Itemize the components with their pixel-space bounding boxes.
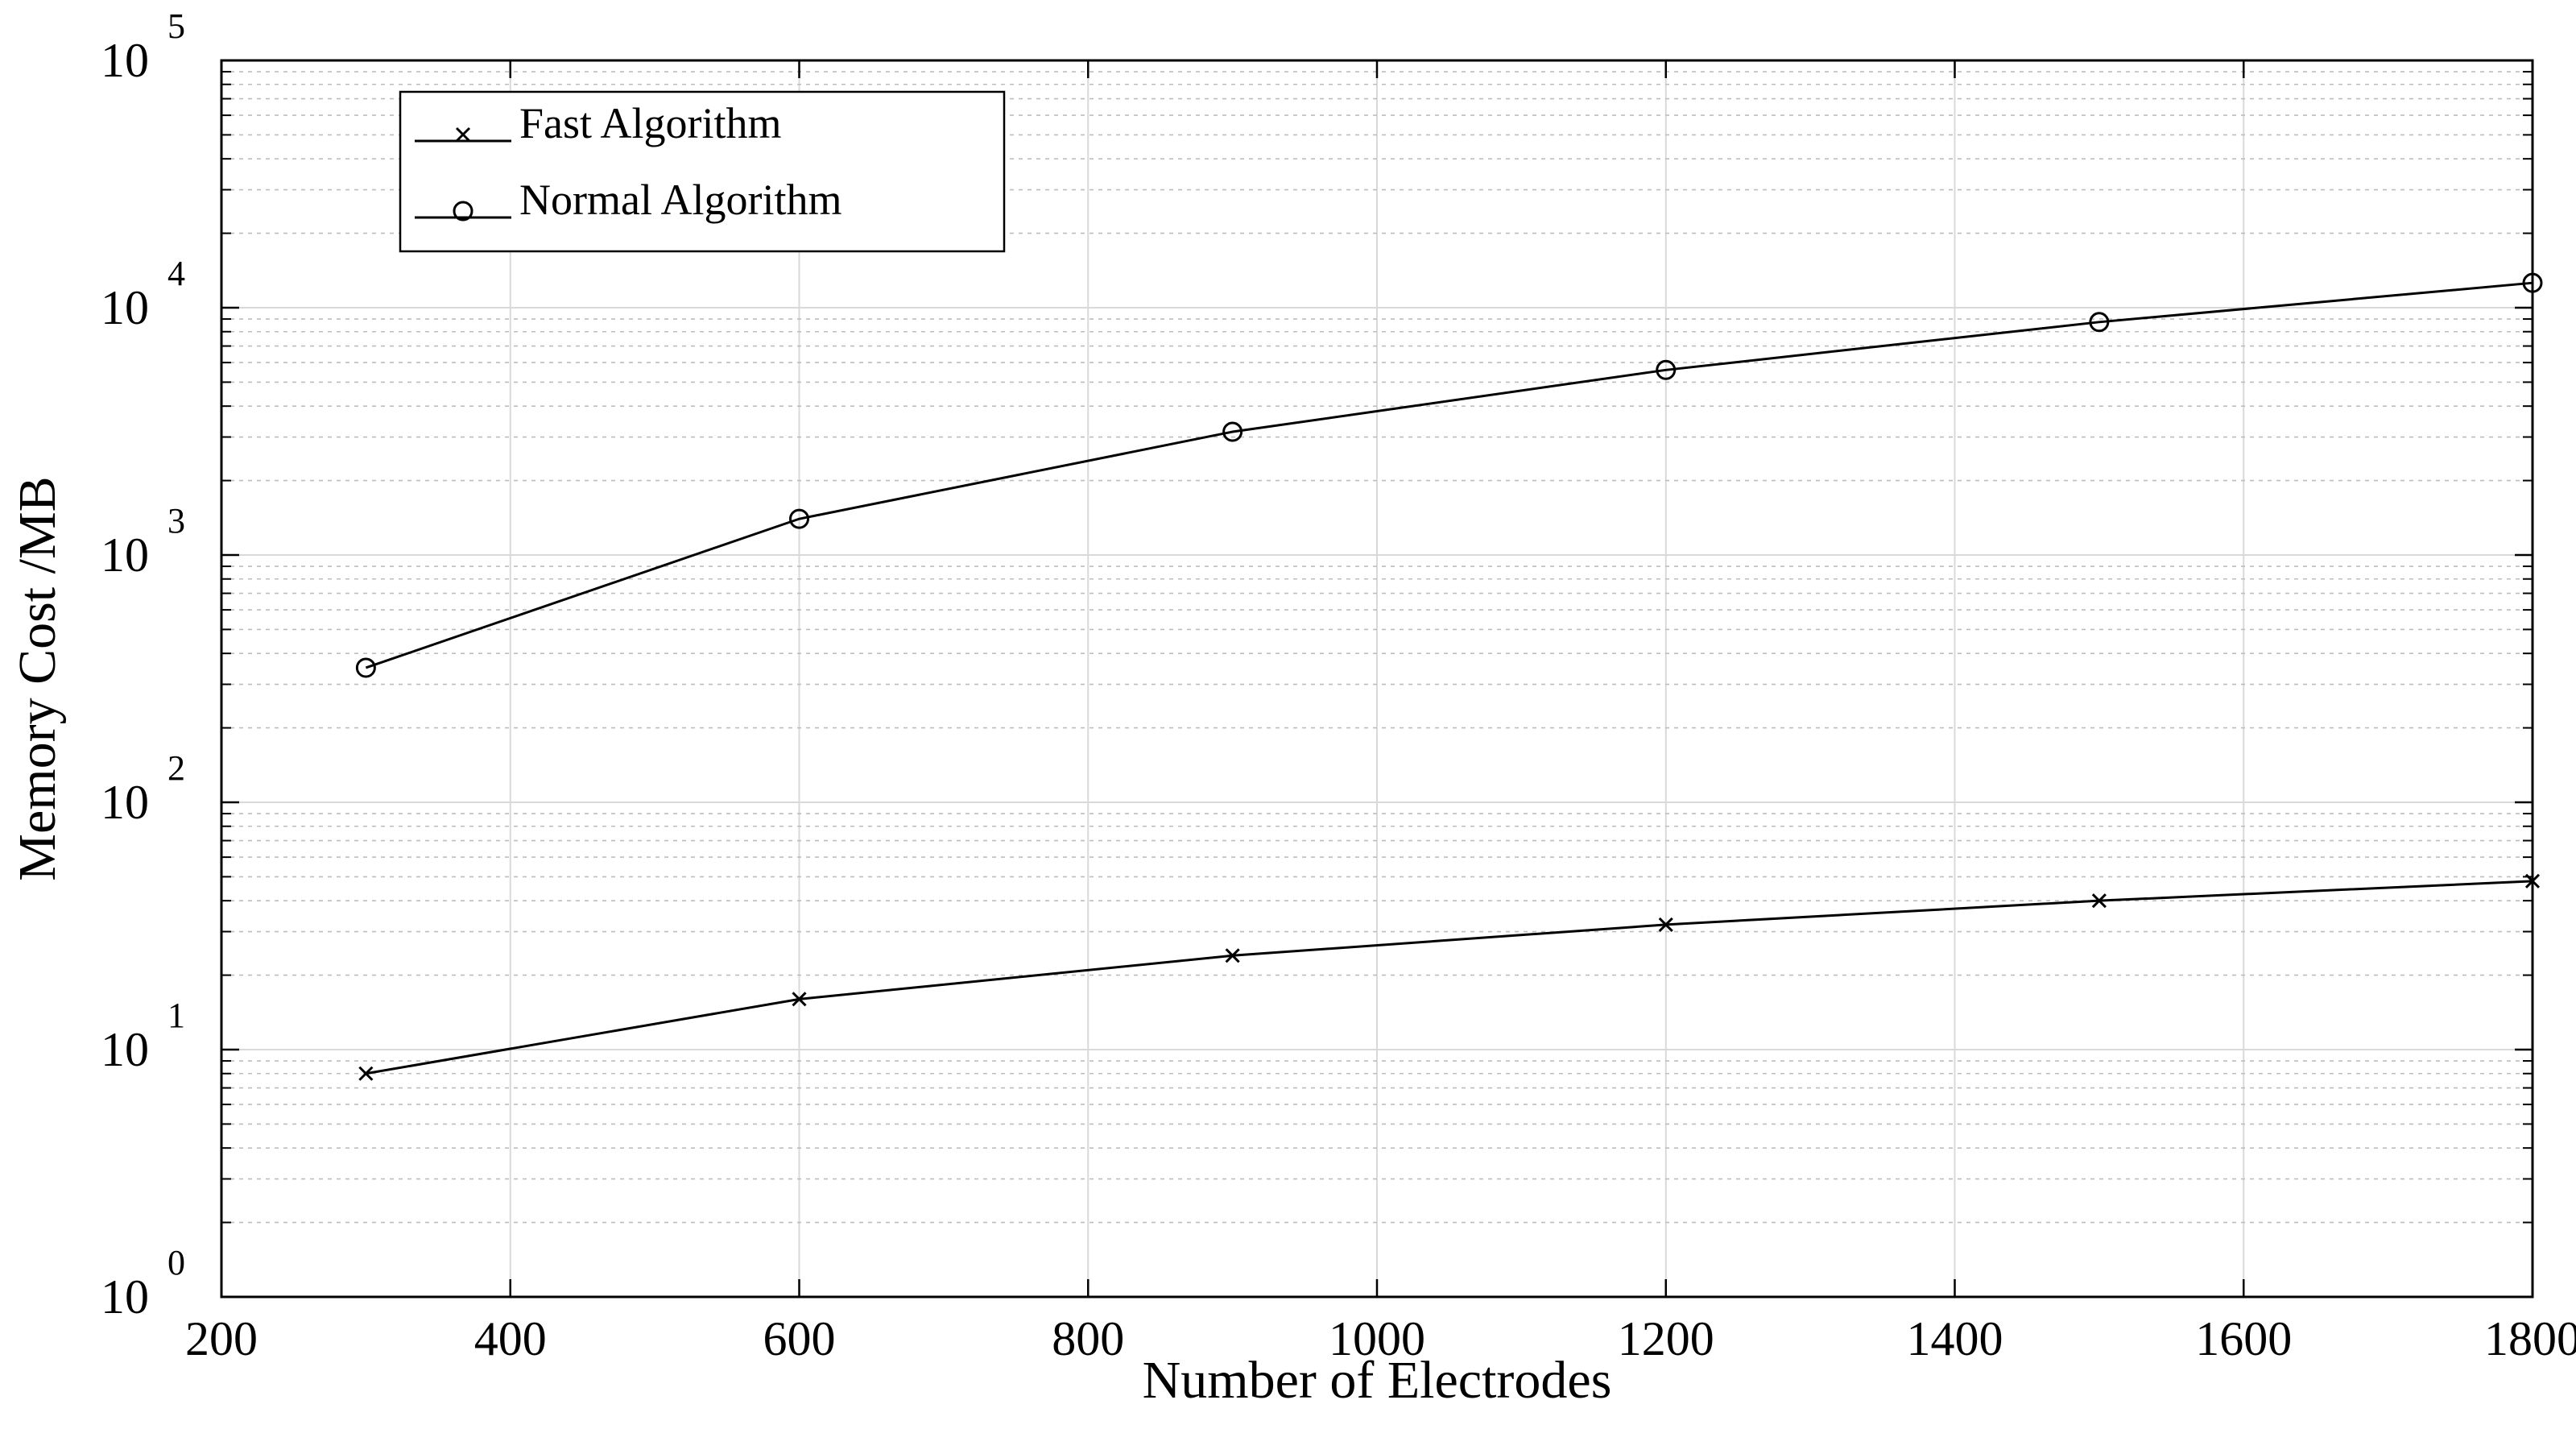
series-1-point bbox=[789, 508, 809, 529]
x-axis-title: Number of Electrodes bbox=[1143, 1351, 1612, 1410]
legend-entry-normal: Normal Algorithm bbox=[415, 176, 841, 224]
series-line-0 bbox=[366, 880, 2533, 1075]
series-0-point bbox=[1225, 948, 1240, 963]
y-tick-label-base: 10 bbox=[101, 1023, 149, 1076]
series-0-point-stroke-b bbox=[792, 992, 807, 1007]
series-0-point bbox=[2091, 893, 2107, 909]
y-tick-label-base: 10 bbox=[101, 1270, 149, 1323]
x-tick-label: 1200 bbox=[1618, 1312, 1714, 1365]
series-0-point bbox=[792, 992, 807, 1007]
series-0-point-stroke-b bbox=[358, 1066, 374, 1081]
tick-marks bbox=[220, 59, 2534, 1299]
series-1-point bbox=[355, 657, 376, 678]
series-line-1 bbox=[365, 281, 2533, 669]
series-1-point bbox=[2089, 312, 2110, 333]
x-tick-label: 1000 bbox=[1329, 1312, 1425, 1365]
legend-marker-symbol-0 bbox=[455, 126, 471, 143]
y-tick-labels: 10 0 10 1 10 2 10 3 10 4 10 5 bbox=[101, 6, 185, 1323]
series-0-point bbox=[1658, 917, 1673, 932]
series-0-point-stroke-b bbox=[2091, 893, 2107, 909]
x-tick-label: 1800 bbox=[2484, 1312, 2576, 1365]
legend-label-fast: Fast Algorithm bbox=[519, 99, 782, 147]
legend-marker-fast bbox=[455, 126, 471, 143]
y-tick-label-base: 10 bbox=[101, 528, 149, 582]
series-1-point bbox=[1222, 421, 1243, 442]
legend-label-normal: Normal Algorithm bbox=[519, 176, 841, 224]
series-1-point bbox=[1656, 359, 1677, 380]
x-tick-labels: 200 400 600 800 1000 1200 1400 1600 1800 bbox=[185, 1312, 2576, 1365]
x-tick-label: 1400 bbox=[1907, 1312, 2003, 1365]
series-1 bbox=[355, 272, 2543, 678]
x-tick-label: 200 bbox=[185, 1312, 258, 1365]
series-0-point-stroke-b bbox=[1225, 948, 1240, 963]
y-tick-label-exponent: 3 bbox=[167, 501, 185, 541]
series-0 bbox=[358, 873, 2541, 1081]
x-tick-label: 1600 bbox=[2195, 1312, 2292, 1365]
y-tick-label-exponent: 2 bbox=[167, 748, 185, 788]
grid bbox=[221, 60, 2533, 1298]
x-tick-label: 800 bbox=[1052, 1312, 1124, 1365]
legend: Fast Algorithm Normal Algorithm bbox=[399, 90, 1006, 253]
legend-marker-symbol-1 bbox=[453, 201, 473, 222]
series-0-point bbox=[358, 1066, 374, 1081]
legend-entry-fast: Fast Algorithm bbox=[415, 99, 782, 147]
x-tick-label: 400 bbox=[474, 1312, 547, 1365]
legend-marker-symbol-0-stroke-b bbox=[455, 126, 471, 143]
legend-marker-normal bbox=[453, 201, 473, 222]
y-tick-label-exponent: 4 bbox=[167, 254, 185, 293]
y-tick-label-exponent: 0 bbox=[167, 1243, 185, 1282]
legend-box bbox=[399, 90, 1006, 253]
y-tick-label-base: 10 bbox=[101, 776, 149, 829]
y-tick-label-exponent: 5 bbox=[167, 6, 185, 46]
y-axis-title: Memory Cost /MB bbox=[8, 476, 67, 880]
series-0-point-stroke-b bbox=[1658, 917, 1673, 932]
y-tick-label-exponent: 1 bbox=[167, 996, 185, 1035]
x-tick-label: 600 bbox=[763, 1312, 836, 1365]
series-layer bbox=[355, 272, 2543, 1081]
y-tick-label-base: 10 bbox=[101, 281, 149, 334]
y-tick-label-base: 10 bbox=[101, 34, 149, 87]
